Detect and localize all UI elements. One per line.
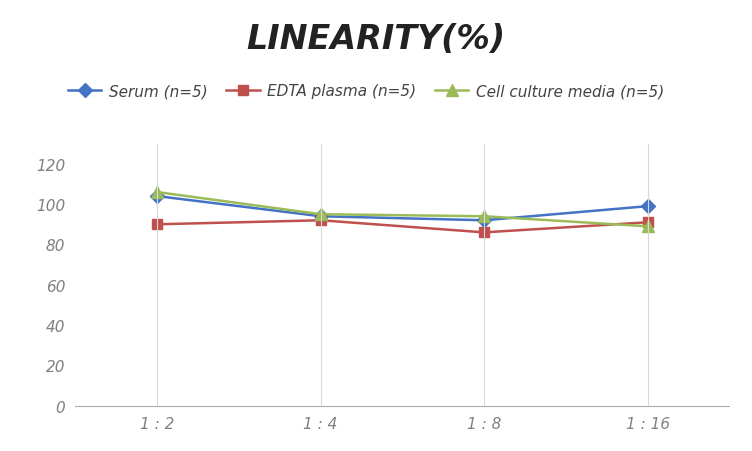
EDTA plasma (n=5) xyxy=(480,230,489,235)
Cell culture media (n=5) xyxy=(316,212,325,217)
EDTA plasma (n=5) xyxy=(316,218,325,224)
Line: Cell culture media (n=5): Cell culture media (n=5) xyxy=(151,187,653,232)
Line: EDTA plasma (n=5): EDTA plasma (n=5) xyxy=(152,216,653,238)
Line: Serum (n=5): Serum (n=5) xyxy=(152,192,653,226)
Text: LINEARITY(%): LINEARITY(%) xyxy=(247,23,505,55)
Serum (n=5) xyxy=(643,204,652,209)
Legend: Serum (n=5), EDTA plasma (n=5), Cell culture media (n=5): Serum (n=5), EDTA plasma (n=5), Cell cul… xyxy=(68,84,664,99)
Cell culture media (n=5) xyxy=(153,190,162,195)
EDTA plasma (n=5) xyxy=(153,222,162,227)
Serum (n=5) xyxy=(153,194,162,199)
Cell culture media (n=5) xyxy=(643,224,652,230)
EDTA plasma (n=5) xyxy=(643,220,652,226)
Cell culture media (n=5) xyxy=(480,214,489,220)
Serum (n=5) xyxy=(316,214,325,220)
Serum (n=5) xyxy=(480,218,489,224)
